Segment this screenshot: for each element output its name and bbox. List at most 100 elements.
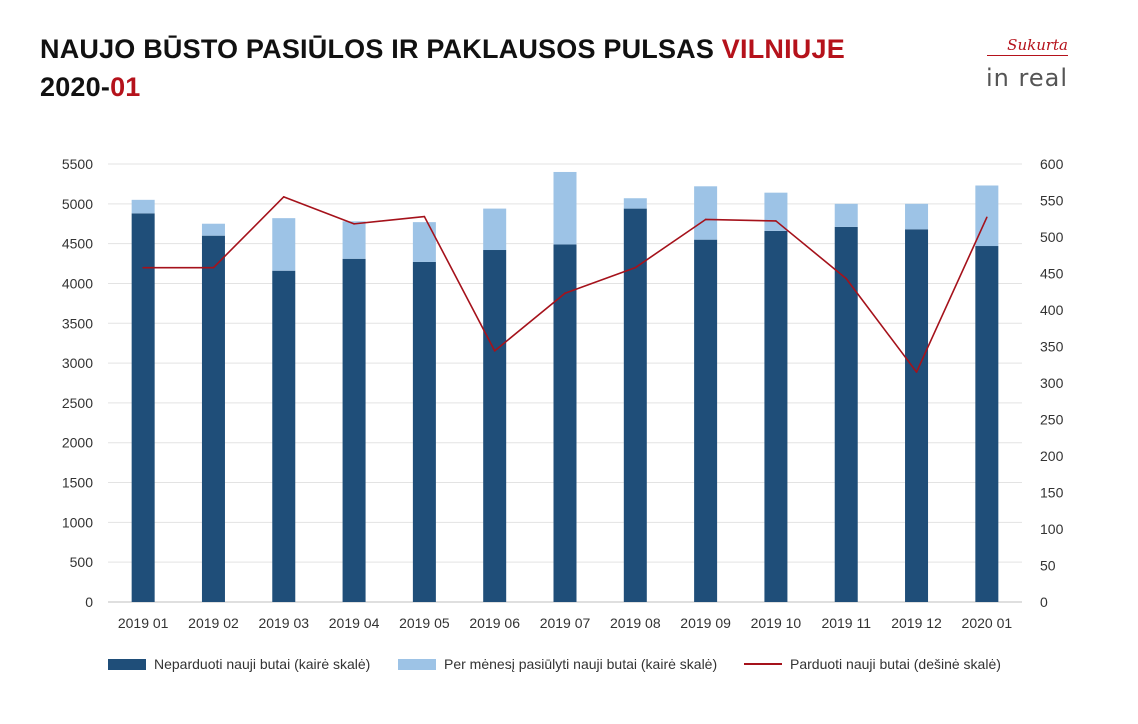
x-tick-label: 2019 10 [751,615,802,631]
left-tick-label: 2000 [62,435,93,451]
right-tick-label: 300 [1040,375,1064,391]
date-line: 2020-01 [40,68,845,106]
legend: Neparduoti nauji butai (kairė skalė) Per… [0,656,1138,680]
left-tick-label: 1500 [62,475,93,491]
line-point-sold [493,350,496,352]
bar-offered [201,223,225,236]
title-main: NAUJO BŪSTO PASIŪLOS IR PAKLAUSOS PULSAS [40,34,722,64]
bar-unsold [201,235,225,602]
date-main: 2020- [40,72,111,102]
bar-unsold [553,244,577,602]
x-tick-label: 2019 09 [680,615,731,631]
x-tick-label: 2019 01 [118,615,169,631]
left-tick-label: 4000 [62,275,93,291]
line-group [142,196,988,373]
legend-swatch-offered [398,658,436,670]
line-point-sold [353,223,355,225]
bar-offered [764,192,788,231]
right-tick-label: 100 [1040,521,1064,537]
legend-swatch-unsold [108,658,146,670]
left-tick-label: 500 [70,554,94,570]
right-tick-label: 500 [1040,229,1064,245]
left-tick-label: 1000 [62,514,93,530]
right-tick-label: 0 [1040,594,1048,610]
bar-unsold [905,229,929,602]
bar-offered [553,171,577,245]
x-axis: 2019 01 2019 02 2019 03 2019 04 2019 05 2019 … [118,615,1013,631]
bar-unsold [342,258,366,602]
legend-label-offered: Per mėnesį pasiūlyti nauji butai (kairė … [444,656,718,672]
bar-unsold [975,246,999,602]
x-tick-label: 2019 12 [891,615,942,631]
right-tick-label: 350 [1040,339,1064,355]
line-point-sold [423,215,426,218]
left-tick-label: 5000 [62,196,93,212]
line-point-sold [212,266,215,269]
left-tick-label: 4500 [62,236,93,252]
line-point-sold [915,371,918,373]
bar-offered [623,198,647,209]
right-axis: 0 50 100 150 200 250 300 350 400 450 500 550 600 [1040,156,1064,610]
bar-offered [905,203,929,230]
title-line: NAUJO BŪSTO PASIŪLOS IR PAKLAUSOS PULSAS… [40,30,845,68]
line-point-sold [282,196,285,198]
x-tick-label: 2019 05 [399,615,450,631]
right-tick-label: 50 [1040,558,1056,574]
bar-offered [975,185,999,247]
chart-title: NAUJO BŪSTO PASIŪLOS IR PAKLAUSOS PULSAS… [40,30,845,106]
bar-unsold [483,250,507,603]
bar-offered [131,199,155,214]
right-tick-label: 550 [1040,193,1064,209]
line-point-sold [634,266,637,269]
legend-swatch-sold [744,663,782,665]
right-tick-label: 450 [1040,266,1064,282]
line-point-sold [775,220,777,222]
brand-logo: Sukurta in real [968,30,1068,100]
x-tick-label: 2019 11 [821,615,871,631]
x-tick-label: 2020 01 [962,615,1013,631]
right-tick-label: 400 [1040,302,1064,318]
legend-item-unsold: Neparduoti nauji butai (kairė skalė) [108,656,370,672]
line-point-sold [564,292,566,295]
bar-offered [834,203,858,227]
inreal-logo: in real [986,64,1068,92]
legend-item-sold: Parduoti nauji butai (dešinė skalė) [744,656,1001,672]
x-tick-label: 2019 04 [329,615,380,631]
line-point-sold [704,218,707,221]
bar-unsold [834,226,858,602]
bar-unsold [131,213,155,602]
right-tick-label: 600 [1040,156,1064,172]
bar-offered [412,222,436,262]
x-tick-label: 2019 02 [188,615,239,631]
legend-label-sold: Parduoti nauji butai (dešinė skalė) [790,656,1001,672]
right-tick-label: 250 [1040,412,1064,428]
left-tick-label: 3000 [62,355,93,371]
bar-unsold [623,208,647,602]
bar-unsold [694,239,718,602]
legend-label-unsold: Neparduoti nauji butai (kairė skalė) [154,656,371,672]
x-tick-label: 2019 07 [540,615,591,631]
line-point-sold [845,277,848,280]
left-tick-label: 3500 [62,315,93,331]
x-tick-label: 2019 08 [610,615,661,631]
left-tick-label: 0 [85,594,93,610]
bar-unsold [764,230,788,603]
bar-offered [272,218,296,271]
left-tick-label: 2500 [62,395,93,411]
left-axis: 0 500 1000 1500 2000 2500 3000 3500 4000 4500 5000… [62,156,93,610]
legend-item-offered: Per mėnesį pasiūlyti nauji butai (kairė … [398,656,717,672]
x-tick-label: 2019 03 [258,615,309,631]
x-tick-label: 2019 06 [469,615,520,631]
left-tick-label: 5500 [62,156,93,172]
bar-unsold [272,270,296,602]
bar-offered [483,208,507,251]
right-tick-label: 200 [1040,448,1064,464]
right-tick-label: 150 [1040,485,1064,501]
line-point-sold [986,216,988,219]
date-accent: 01 [110,72,141,102]
bar-offered [694,186,718,240]
bar-unsold [412,261,436,602]
brand-tagline: Sukurta [987,36,1068,56]
title-accent: VILNIUJE [721,34,845,64]
